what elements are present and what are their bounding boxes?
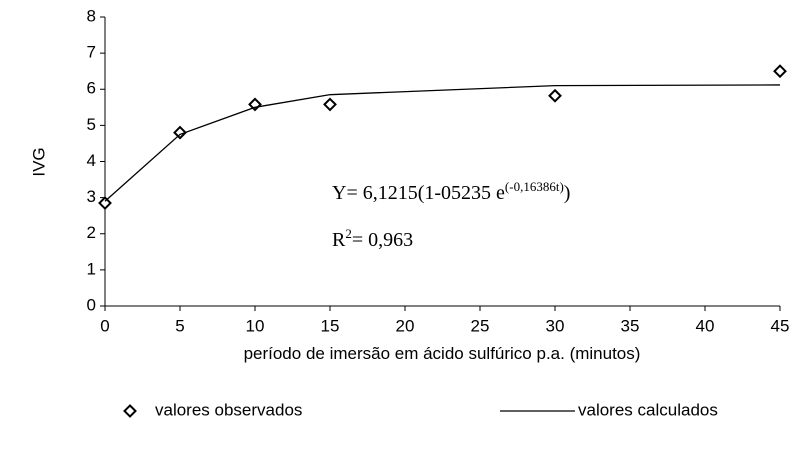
annotation-sup: 2 bbox=[345, 226, 352, 241]
x-tick-label: 40 bbox=[696, 316, 715, 335]
annotation-text: Y= 6,1215(1-05235 e bbox=[332, 182, 505, 204]
y-tick-label: 3 bbox=[87, 187, 96, 206]
annotation: Y= 6,1215(1-05235 e(-0,16386t)) bbox=[332, 179, 570, 204]
x-tick-label: 25 bbox=[471, 316, 490, 335]
y-tick-label: 7 bbox=[87, 43, 96, 62]
x-tick-label: 10 bbox=[246, 316, 265, 335]
x-tick-label: 35 bbox=[621, 316, 640, 335]
annotation-text: ) bbox=[564, 182, 571, 204]
x-axis-label: período de imersão em ácido sulfúrico p.… bbox=[244, 344, 641, 363]
annotation-text: R bbox=[332, 229, 346, 251]
marker bbox=[98, 196, 112, 210]
annotation-sup: (-0,16386t) bbox=[505, 179, 564, 194]
x-tick-label: 20 bbox=[396, 316, 415, 335]
x-tick-label: 15 bbox=[321, 316, 340, 335]
y-axis-label: IVG bbox=[29, 147, 48, 176]
marker bbox=[548, 88, 562, 103]
marker bbox=[173, 125, 187, 140]
legend-marker bbox=[123, 404, 137, 418]
legend-label: valores calculados bbox=[578, 400, 718, 419]
y-tick-label: 4 bbox=[87, 151, 96, 170]
x-tick-label: 0 bbox=[100, 316, 109, 335]
annotation: R2= 0,963 bbox=[332, 226, 413, 251]
marker bbox=[773, 64, 787, 79]
y-tick-label: 0 bbox=[87, 295, 96, 314]
x-tick-label: 45 bbox=[771, 316, 790, 335]
y-tick-label: 6 bbox=[87, 79, 96, 98]
y-tick-label: 8 bbox=[87, 6, 96, 25]
x-tick-label: 30 bbox=[546, 316, 565, 335]
marker bbox=[248, 97, 262, 112]
y-tick-label: 2 bbox=[87, 223, 96, 242]
x-tick-label: 5 bbox=[175, 316, 184, 335]
line bbox=[104, 84, 781, 202]
y-tick-label: 5 bbox=[87, 115, 96, 134]
marker bbox=[323, 97, 337, 112]
legend-label: valores observados bbox=[155, 400, 302, 419]
annotation-text: = 0,963 bbox=[352, 229, 413, 251]
y-tick-label: 1 bbox=[87, 259, 96, 278]
